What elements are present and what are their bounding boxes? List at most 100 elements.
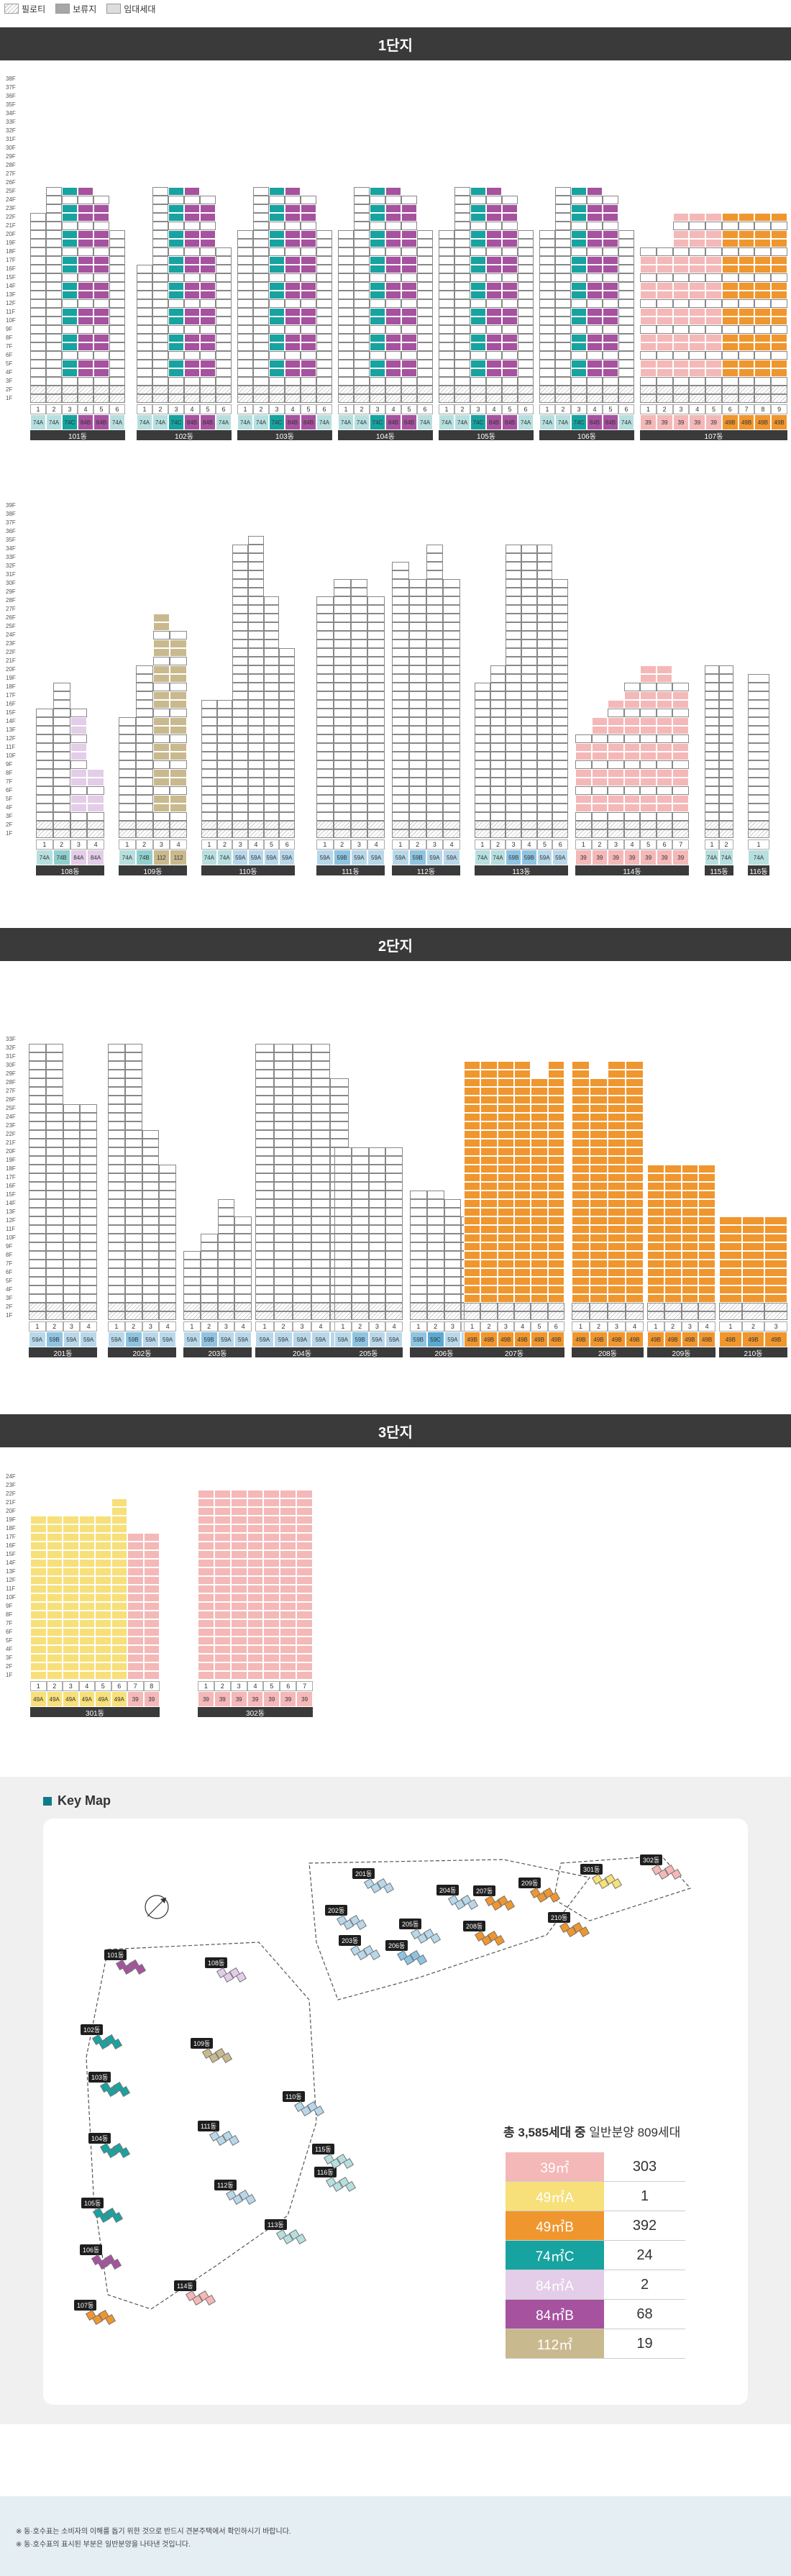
unit-cell	[719, 804, 733, 812]
unit-cell	[587, 204, 603, 213]
unit-cell	[738, 325, 755, 334]
unit-cell	[764, 1242, 787, 1251]
unit-cell	[754, 282, 772, 291]
unit-cell	[338, 325, 354, 334]
floor-label: 11F	[6, 1226, 16, 1232]
summary-type: 49㎡B	[506, 2211, 604, 2241]
unit-cell	[230, 1498, 247, 1507]
unit-cell	[230, 1611, 247, 1619]
unit-cell	[247, 1671, 264, 1680]
unit-cell	[280, 1645, 297, 1654]
map-label-203동[interactable]: 203동	[339, 1935, 362, 1946]
map-label-112동[interactable]: 112동	[214, 2180, 237, 2190]
map-label-208동[interactable]: 208동	[463, 1921, 486, 1931]
unit-cell	[521, 752, 537, 760]
unit-cell	[536, 760, 553, 769]
unit-cell	[350, 622, 368, 631]
unit-cell	[705, 683, 719, 691]
unit-cell	[293, 1208, 311, 1216]
map-label-210동[interactable]: 210동	[548, 1912, 571, 1923]
map-label-201동[interactable]: 201동	[352, 1868, 375, 1879]
unit-cell	[506, 691, 521, 700]
map-label-207동[interactable]: 207동	[473, 1885, 496, 1896]
unit-cell	[514, 1121, 531, 1130]
map-label-107동[interactable]: 107동	[74, 2300, 97, 2311]
unit-cell	[159, 1260, 176, 1268]
map-label-206동[interactable]: 206동	[385, 1940, 408, 1951]
unit-cell	[29, 1277, 46, 1285]
unit-cell	[672, 282, 690, 291]
map-label-110동[interactable]: 110동	[283, 2091, 305, 2102]
unit-cell	[656, 247, 673, 256]
unit-cell	[124, 1268, 142, 1277]
unit-cell	[547, 1070, 564, 1078]
unit-cell	[170, 821, 187, 829]
building-label: 107동	[640, 430, 787, 441]
unit-cell	[738, 222, 755, 230]
unit-cell	[385, 196, 401, 204]
map-label-109동[interactable]: 109동	[191, 2038, 214, 2049]
unit-cell	[514, 1130, 531, 1139]
unit-number: 1	[705, 839, 719, 850]
map-label-209동[interactable]: 209동	[518, 1878, 541, 1888]
unit-number: 4	[247, 1681, 264, 1691]
map-label-108동[interactable]: 108동	[205, 1957, 228, 1968]
unit-cell	[232, 786, 248, 795]
map-label-115동[interactable]: 115동	[312, 2144, 334, 2154]
map-label-301동[interactable]: 301동	[580, 1864, 603, 1875]
map-label-114동[interactable]: 114동	[174, 2280, 196, 2291]
map-label-104동[interactable]: 104동	[88, 2133, 111, 2144]
map-label-116동[interactable]: 116동	[314, 2167, 337, 2177]
unit-cell	[255, 1052, 274, 1061]
map-label-204동[interactable]: 204동	[436, 1885, 459, 1895]
map-label-106동[interactable]: 106동	[80, 2244, 103, 2255]
unit-cell	[370, 334, 385, 342]
unit-cell	[109, 265, 125, 273]
unit-cell	[514, 1285, 531, 1294]
summary-row: 84㎡B 68	[506, 2299, 685, 2329]
map-label-101동[interactable]: 101동	[104, 1949, 127, 1960]
unit-cell	[656, 368, 673, 377]
unit-cell	[334, 1191, 352, 1199]
unit-cell	[255, 1061, 274, 1070]
map-label-205동[interactable]: 205동	[399, 1919, 422, 1929]
unit-cell	[168, 360, 184, 368]
unit-cell	[143, 1671, 160, 1680]
unit-cell	[316, 734, 334, 743]
map-label-202동[interactable]: 202동	[325, 1905, 348, 1916]
unit-type-tag: 74C	[168, 414, 184, 430]
unit-cell	[293, 1087, 311, 1096]
unit-cell	[108, 1130, 125, 1139]
unit-cell	[719, 709, 733, 717]
unit-cell	[385, 1251, 403, 1260]
floor-label: 11F	[6, 309, 16, 315]
unit-cell	[316, 377, 332, 386]
unit-cell	[618, 273, 634, 282]
unit-cell	[741, 1303, 765, 1311]
map-label-105동[interactable]: 105동	[81, 2198, 104, 2208]
unit-cell	[30, 1585, 47, 1593]
unit-cell	[497, 1242, 514, 1251]
footer-note-1: ※ 동·호수표는 소비자의 이해를 돕기 위한 것으로 반드시 견본주택에서 확…	[16, 2528, 291, 2536]
unit-cell	[705, 734, 719, 743]
unit-cell	[334, 1147, 352, 1156]
unit-cell	[216, 273, 232, 282]
unit-cell	[255, 1173, 274, 1182]
unit-cell	[137, 394, 152, 403]
map-label-102동[interactable]: 102동	[81, 2024, 104, 2035]
unit-cell	[552, 588, 568, 596]
unit-cell	[45, 1121, 63, 1130]
unit-cell	[401, 282, 417, 291]
unit-cell	[464, 1285, 481, 1294]
map-label-302동[interactable]: 302동	[640, 1854, 663, 1865]
map-label-111동[interactable]: 111동	[198, 2121, 219, 2131]
map-label-113동[interactable]: 113동	[265, 2219, 287, 2230]
unit-cell	[200, 1260, 218, 1268]
map-label-103동[interactable]: 103동	[88, 2072, 111, 2083]
unit-cell	[78, 239, 93, 247]
unit-cell	[470, 213, 486, 222]
unit-cell	[480, 1199, 498, 1208]
unit-cell	[316, 657, 334, 665]
unit-cell	[63, 1139, 81, 1147]
